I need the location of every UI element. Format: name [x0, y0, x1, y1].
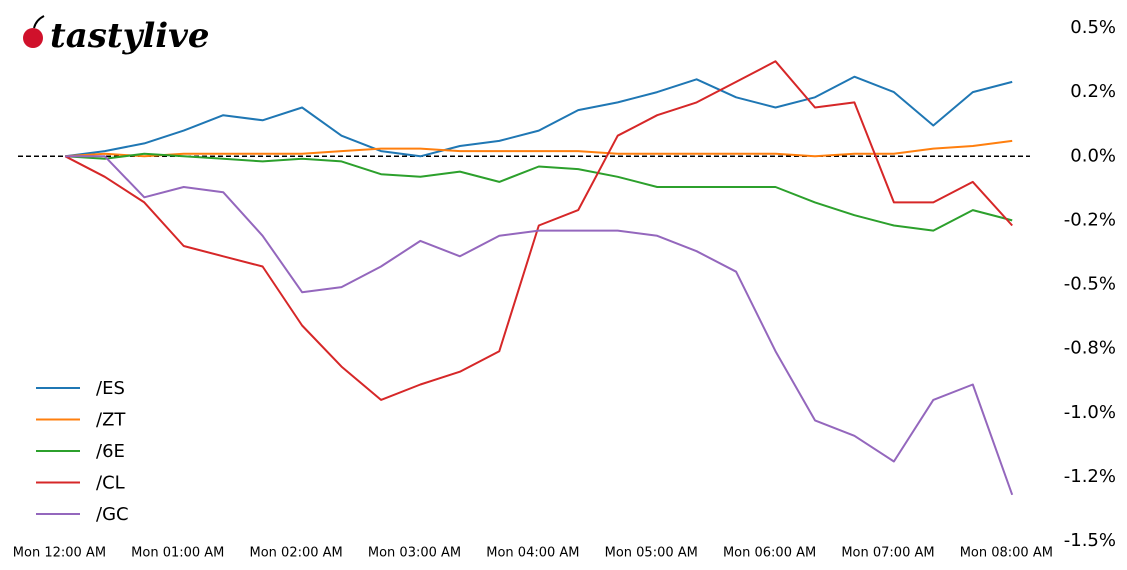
- y-tick-label: -0.2%: [1064, 209, 1116, 230]
- logo: tastylive: [23, 15, 210, 56]
- y-tick-label: 0.0%: [1070, 145, 1116, 166]
- series-line: [65, 155, 1014, 496]
- series-line: [65, 139, 1013, 158]
- x-tick-label: Mon 04:00 AM: [486, 546, 579, 561]
- x-tick-label: Mon 06:00 AM: [723, 546, 816, 561]
- y-tick-label: -0.5%: [1064, 274, 1116, 295]
- x-tick-label: Mon 05:00 AM: [605, 546, 698, 561]
- logo-text: tastylive: [50, 16, 210, 56]
- y-tick-label: 0.2%: [1070, 81, 1116, 102]
- y-tick-label: 0.5%: [1070, 17, 1116, 38]
- series-line: [65, 152, 1013, 232]
- series-line: [65, 75, 1013, 158]
- x-tick-label: Mon 02:00 AM: [250, 546, 343, 561]
- y-tick-label: -1.2%: [1064, 466, 1116, 487]
- x-tick-label: Mon 07:00 AM: [841, 546, 934, 561]
- legend-label: /ES: [96, 378, 125, 399]
- logo-stem: [33, 15, 45, 29]
- x-tick-label: Mon 01:00 AM: [131, 546, 224, 561]
- legend-label: /6E: [96, 441, 125, 462]
- series-line: [64, 60, 1013, 401]
- legend-label: /ZT: [96, 410, 126, 431]
- y-tick-label: -1.0%: [1064, 402, 1116, 423]
- legend-label: /GC: [96, 504, 129, 525]
- x-tick-label: Mon 08:00 AM: [960, 546, 1053, 561]
- x-tick-label: Mon 03:00 AM: [368, 546, 461, 561]
- legend-label: /CL: [96, 473, 125, 494]
- y-tick-label: -0.8%: [1064, 338, 1116, 359]
- y-tick-label: -1.5%: [1064, 530, 1116, 551]
- x-tick-label: Mon 12:00 AM: [13, 546, 106, 561]
- logo-cherry: [23, 28, 43, 48]
